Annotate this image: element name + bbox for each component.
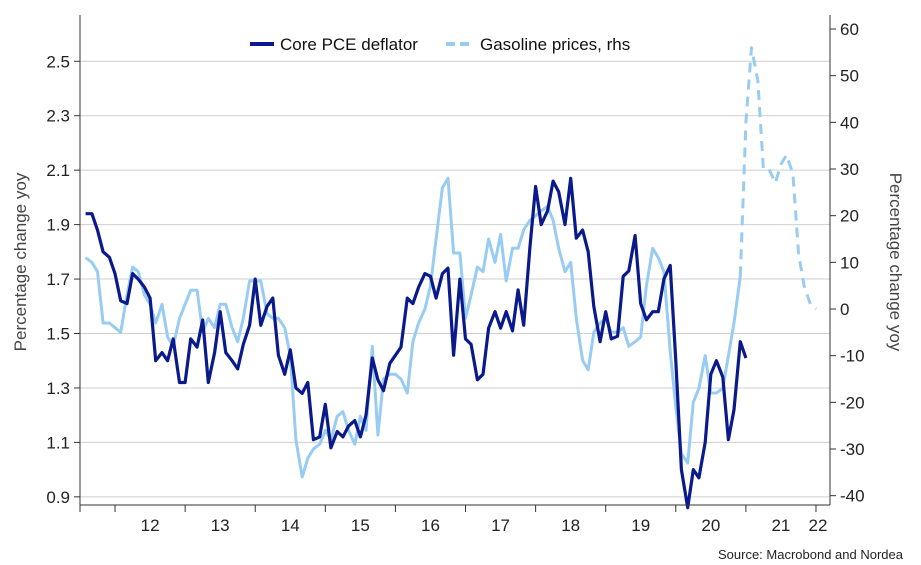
x-tick-label: 14 bbox=[281, 516, 300, 535]
x-tick-label: 19 bbox=[631, 516, 650, 535]
x-tick-label: 13 bbox=[211, 516, 230, 535]
left-axis-title: Percentage change yoy bbox=[11, 172, 30, 351]
x-tick-label: 20 bbox=[701, 516, 720, 535]
series-line-gasoline-prices bbox=[84, 176, 742, 479]
x-tick-label: 12 bbox=[141, 516, 160, 535]
right-tick-label: -40 bbox=[840, 487, 865, 506]
right-tick-label: -10 bbox=[840, 347, 865, 366]
series-line-gasoline-prices-forecast bbox=[738, 46, 817, 311]
axes bbox=[74, 15, 836, 512]
x-tick-label: 16 bbox=[421, 516, 440, 535]
legend: Core PCE deflator Gasoline prices, rhs bbox=[250, 35, 630, 54]
left-tick-label: 1.3 bbox=[46, 379, 70, 398]
left-tick-label: 1.1 bbox=[46, 433, 70, 452]
right-tick-label: -30 bbox=[840, 440, 865, 459]
left-tick-label: 2.1 bbox=[46, 161, 70, 180]
gridlines bbox=[80, 60, 830, 498]
x-tick-label: 22 bbox=[809, 516, 828, 535]
tick-labels: 0.9 1.1 1.3 1.5 1.7 1.9 2.1 2.3 2.5 -40 -30 -20 -10 0… bbox=[46, 20, 864, 535]
right-tick-label: 60 bbox=[840, 20, 859, 39]
x-tick-label: 15 bbox=[351, 516, 370, 535]
left-tick-label: 0.9 bbox=[46, 488, 70, 507]
right-axis-title: Percentage change yoy bbox=[886, 173, 905, 352]
series-line-core-pce-deflator bbox=[85, 176, 748, 510]
right-tick-label: 30 bbox=[840, 160, 859, 179]
right-tick-label: 10 bbox=[840, 253, 859, 272]
left-tick-label: 1.5 bbox=[46, 325, 70, 344]
right-tick-label: 0 bbox=[840, 300, 849, 319]
legend-label-gasoline: Gasoline prices, rhs bbox=[480, 35, 630, 54]
left-tick-label: 1.9 bbox=[46, 216, 70, 235]
x-tick-label: 17 bbox=[491, 516, 510, 535]
left-tick-label: 2.5 bbox=[46, 52, 70, 71]
x-tick-label: 18 bbox=[561, 516, 580, 535]
right-tick-label: 50 bbox=[840, 67, 859, 86]
x-tick-label: 21 bbox=[771, 516, 790, 535]
right-tick-label: -20 bbox=[840, 393, 865, 412]
left-tick-label: 1.7 bbox=[46, 270, 70, 289]
right-tick-label: 40 bbox=[840, 113, 859, 132]
series-lines bbox=[84, 46, 817, 510]
right-tick-label: 20 bbox=[840, 207, 859, 226]
source-note: Source: Macrobond and Nordea bbox=[718, 547, 904, 562]
left-tick-label: 2.3 bbox=[46, 107, 70, 126]
legend-label-core-pce: Core PCE deflator bbox=[280, 35, 418, 54]
